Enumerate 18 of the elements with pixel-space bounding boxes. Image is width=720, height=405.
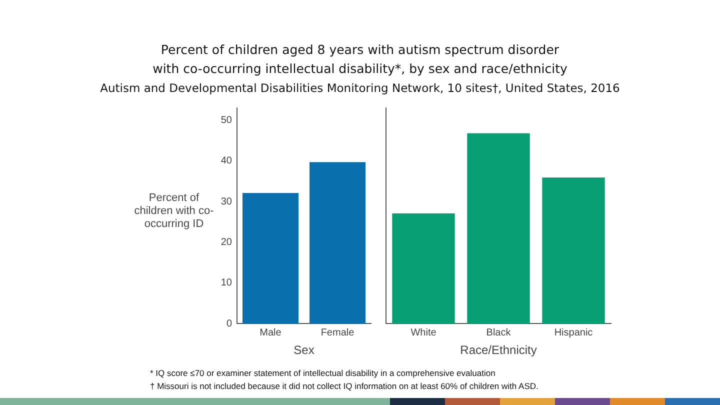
- y-tick-label: 20: [220, 236, 232, 248]
- y-tick-label: 10: [220, 278, 232, 289]
- x-tick-label: Male: [260, 327, 282, 338]
- y-axis-title: Percent of children with co-occurring ID: [133, 192, 215, 231]
- x-tick-label: Black: [486, 327, 512, 338]
- text: † Missouri is not included because it did not collect IQ information on at least 60% of children with ASD.: [150, 380, 538, 393]
- chart-title: Percent of children aged 8 years with autism spectrum disorder with co-occurring intellectual disability*, by sex and race/ethnicity: [152, 41, 568, 78]
- x-tick-label: Female: [320, 327, 355, 338]
- x-axis-title: Race/Ethnicity: [460, 343, 537, 358]
- y-tick-label: 50: [220, 114, 232, 126]
- y-tick-label: 30: [220, 196, 232, 208]
- y-tick-label: 0: [226, 318, 232, 330]
- text: * IQ score ≤70 or examiner statement of intellectual disability in a comprehensive evaluation: [150, 367, 496, 380]
- x-tick-label: Hispanic: [554, 327, 593, 338]
- x-tick-label: White: [410, 327, 437, 338]
- x-axis-title: Sex: [294, 343, 314, 358]
- chart-subtitle: Autism and Developmental Disabilities Monitoring Network, 10 sites†, United States, 2016: [99, 80, 621, 97]
- y-tick-label: 40: [220, 156, 232, 167]
